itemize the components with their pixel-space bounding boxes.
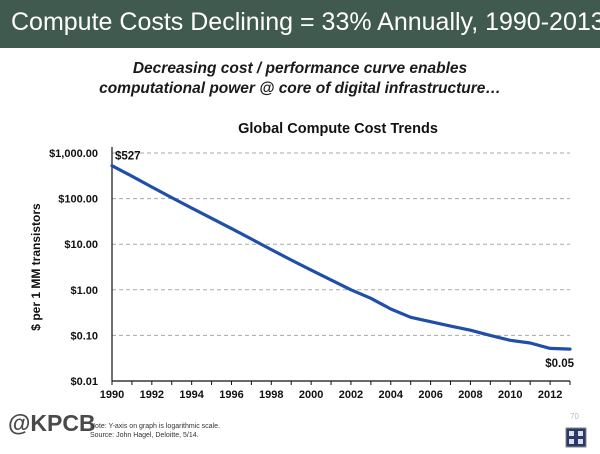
footer-notes: Note: Y-axis on graph is logarithmic sca… bbox=[90, 422, 220, 440]
x-tick-label: 2006 bbox=[418, 389, 442, 401]
subtitle-line-1: Decreasing cost / performance curve enab… bbox=[132, 60, 468, 77]
y-tick-label: $1.00 bbox=[70, 285, 98, 297]
slide-nav-icon[interactable] bbox=[556, 425, 600, 449]
x-tick-label: 1998 bbox=[259, 389, 283, 401]
title-bar: Compute Costs Declining = 33% Annually, … bbox=[0, 0, 600, 48]
x-tick-label: 1992 bbox=[140, 389, 164, 401]
x-tick-label: 2012 bbox=[538, 389, 562, 401]
footer-note-source: Source: John Hagel, Deloitte, 5/14. bbox=[90, 432, 199, 439]
x-tick-label: 2008 bbox=[458, 389, 482, 401]
subtitle-line-2: computational power @ core of digital in… bbox=[99, 80, 501, 97]
annotation-end-value: $0.05 bbox=[545, 358, 574, 370]
chart-title: Global Compute Cost Trends bbox=[238, 121, 438, 137]
x-tick-label: 1990 bbox=[100, 389, 124, 401]
y-tick-label: $0.01 bbox=[70, 376, 98, 388]
nav-grid-icon bbox=[565, 427, 587, 448]
annotation-start-value: $527 bbox=[115, 151, 141, 163]
y-tick-label: $1,000.00 bbox=[49, 148, 98, 160]
x-tick-label: 2000 bbox=[299, 389, 323, 401]
kpcb-logo: @KPCB bbox=[8, 410, 96, 436]
x-tick-label: 1994 bbox=[179, 389, 204, 401]
slide-subtitle: Decreasing cost / performance curve enab… bbox=[0, 59, 600, 99]
y-tick-label: $100.00 bbox=[58, 194, 98, 206]
cost-series-line bbox=[110, 164, 572, 351]
y-tick-label: $0.10 bbox=[70, 330, 98, 342]
slide-title: Compute Costs Declining = 33% Annually, … bbox=[11, 8, 600, 36]
page-number: 70 bbox=[570, 412, 579, 421]
x-tick-label: 2004 bbox=[379, 389, 404, 401]
y-axis-label: $ per 1 MM transistors bbox=[29, 203, 43, 331]
x-tick-label: 1996 bbox=[219, 389, 243, 401]
footer-note-scale: Note: Y-axis on graph is logarithmic sca… bbox=[90, 423, 220, 430]
x-tick-label: 2010 bbox=[498, 389, 522, 401]
compute-cost-chart: Global Compute Cost Trends $0.01 $0.10 $1.0… bbox=[29, 121, 575, 401]
y-tick-label: $10.00 bbox=[64, 239, 98, 251]
x-tick-label: 2002 bbox=[339, 389, 363, 401]
